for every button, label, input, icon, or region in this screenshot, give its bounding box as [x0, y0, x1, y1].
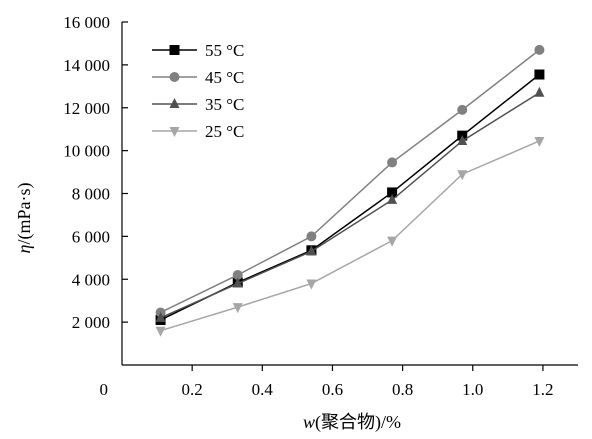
legend: 55 °C 45 °C 35 °C 25 °C	[152, 41, 244, 141]
legend-label: 35 °C	[205, 95, 244, 114]
data-point	[387, 193, 398, 204]
legend-item: 25 °C	[152, 122, 244, 141]
legend-marker	[169, 72, 180, 82]
x-axis-symbol: w	[303, 412, 315, 432]
data-point	[457, 134, 468, 145]
series-line	[160, 49, 540, 314]
data-point	[306, 231, 317, 242]
x-tick-label: 0.6	[322, 380, 343, 399]
y-tick-label: 2 000	[72, 313, 110, 332]
data-point	[534, 86, 545, 97]
data-point	[387, 157, 398, 168]
series-2	[155, 86, 545, 322]
data-point	[232, 303, 243, 314]
legend-label: 45 °C	[205, 68, 244, 87]
data-point	[457, 170, 468, 181]
legend-marker	[169, 45, 180, 55]
x-axis-unit: (聚合物)/%	[315, 412, 401, 433]
y-tick-label: 8 000	[72, 185, 110, 204]
legend-marker	[169, 98, 180, 108]
data-point	[534, 69, 545, 80]
y-tick-label: 4 000	[72, 270, 110, 289]
data-point	[232, 277, 243, 288]
y-tick-label: 10 000	[63, 142, 110, 161]
series-layer	[155, 44, 545, 337]
y-tick-label: 14 000	[63, 56, 110, 75]
x-tick-label: 0.8	[392, 380, 413, 399]
x-tick-label: 0.2	[182, 380, 203, 399]
y-axis-symbol: η	[14, 244, 34, 253]
data-point	[155, 311, 166, 322]
y-axis-ticks: 0 2 000 4 000 6 000 8 000 10 000 12 000 14 000 1…	[63, 13, 128, 399]
series-line	[160, 140, 540, 332]
series-3	[155, 136, 545, 337]
legend-item: 35 °C	[152, 95, 244, 114]
series-line	[160, 92, 540, 319]
data-point	[306, 245, 317, 256]
y-tick-label: 16 000	[63, 13, 110, 32]
data-point	[387, 236, 398, 247]
y-axis-unit: /(mPa·s)	[14, 183, 35, 245]
legend-label: 55 °C	[205, 41, 244, 60]
x-axis-ticks: 0.2 0.4 0.6 0.8 1.0 1.2	[182, 365, 554, 399]
data-point	[232, 269, 243, 280]
x-tick-label: 1.0	[462, 380, 483, 399]
data-point	[534, 136, 545, 147]
data-point	[155, 326, 166, 337]
data-point	[306, 279, 317, 290]
legend-item: 45 °C	[152, 68, 244, 87]
data-point	[534, 44, 545, 55]
legend-item: 55 °C	[152, 41, 244, 60]
y-tick-label: 0	[100, 380, 109, 399]
x-tick-label: 0.4	[252, 380, 274, 399]
y-axis-title: η/(mPa·s)	[14, 183, 35, 254]
legend-marker	[169, 127, 180, 137]
y-tick-label: 12 000	[63, 99, 110, 118]
data-point	[457, 104, 468, 115]
legend-label: 25 °C	[205, 122, 244, 141]
x-tick-label: 1.2	[532, 380, 553, 399]
x-axis-title: w(聚合物)/%	[303, 412, 401, 433]
y-tick-label: 6 000	[72, 227, 110, 246]
data-point	[387, 187, 398, 198]
